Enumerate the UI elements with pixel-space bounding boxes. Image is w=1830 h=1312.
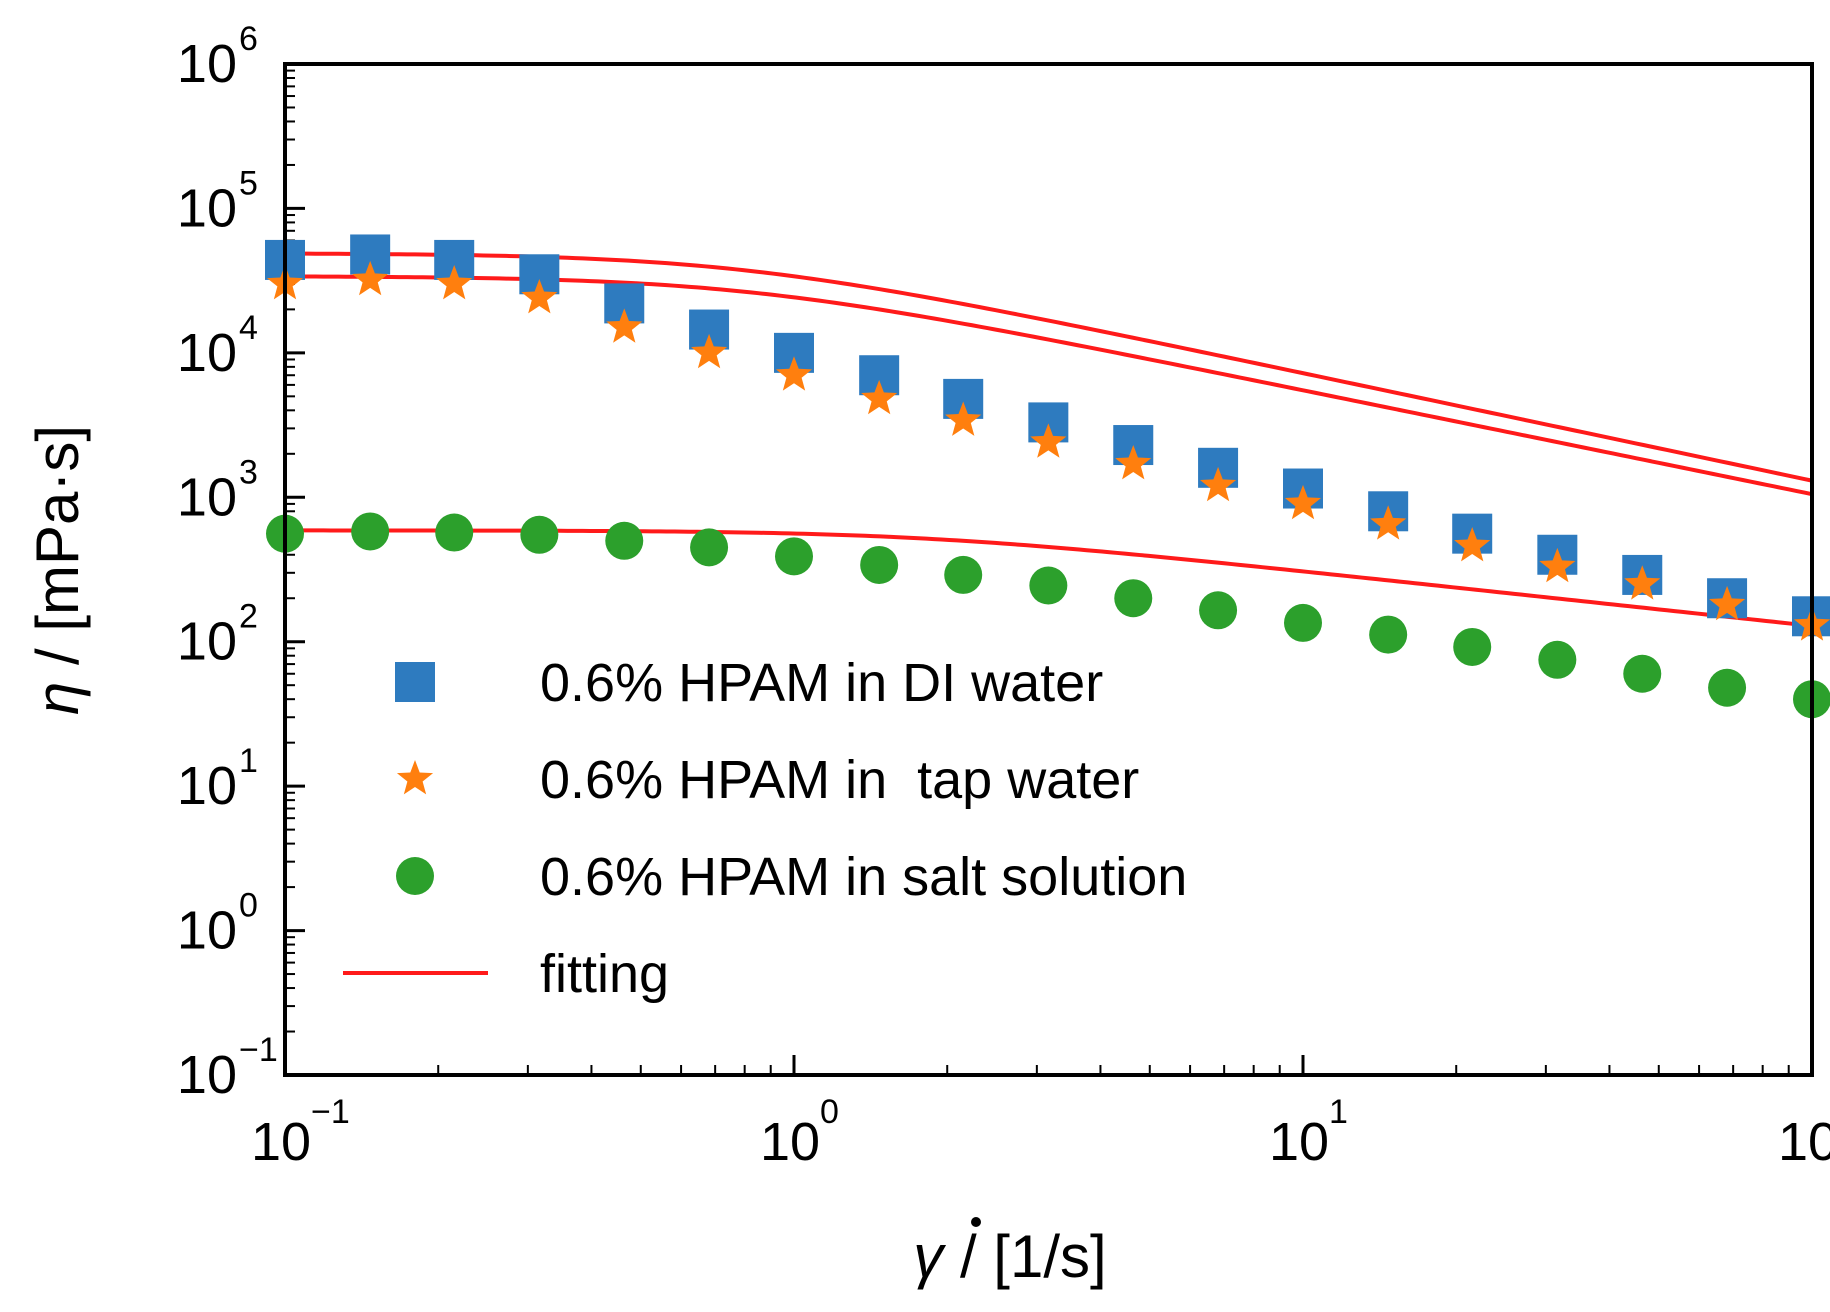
- y-axis-label: η / [mPa·s]: [24, 425, 91, 715]
- y-tick-label: 10: [177, 1045, 237, 1105]
- salt-solution-point: [1453, 627, 1492, 666]
- tap-water-point: [1454, 526, 1491, 562]
- tap-water-point: [1624, 565, 1661, 600]
- x-tick-exponent: 1: [1329, 1093, 1348, 1131]
- x-axis-label: γ / [1/s]: [913, 1223, 1106, 1290]
- salt-solution-point: [690, 528, 729, 567]
- y-tick-label: 10: [177, 756, 237, 816]
- y-tick-label: 10: [177, 901, 237, 961]
- y-tick-label: 10: [177, 178, 237, 238]
- x-tick-label: 10: [251, 1112, 311, 1172]
- salt-solution-point: [944, 555, 983, 594]
- salt-solution-point: [351, 512, 390, 551]
- plot-frame: [283, 62, 1814, 1077]
- x-axis-symbol-dot: [971, 1217, 981, 1227]
- tap-water-point: [1115, 445, 1152, 480]
- legend-marker-tap-water: [396, 760, 434, 795]
- salt-solution-point: [1029, 566, 1068, 605]
- tap-water-point: [606, 308, 643, 343]
- tap-water-point: [775, 356, 813, 391]
- tap-water-point: [1030, 423, 1067, 458]
- tap-water-point: [945, 401, 982, 436]
- legend-marker-di-water: [395, 662, 435, 702]
- legend-label: fitting: [540, 944, 669, 1004]
- salt-solution-point: [1369, 615, 1408, 654]
- y-tick-exponent: 4: [239, 309, 258, 347]
- salt-solution-point: [860, 545, 899, 584]
- tap-water-point: [1539, 547, 1576, 583]
- tap-water-point: [691, 333, 728, 369]
- salt-solution-point: [520, 515, 559, 554]
- legend: 0.6% HPAM in DI water 0.6% HPAM in tap wa…: [343, 653, 1187, 1004]
- tap-water-point: [1200, 466, 1237, 502]
- y-tick-exponent: 0: [239, 887, 258, 925]
- x-tick-label: 10: [1269, 1112, 1329, 1172]
- salt-solution-point: [1538, 640, 1577, 679]
- y-tick-label: 10: [177, 323, 237, 383]
- tap-water-point: [1709, 585, 1746, 621]
- tap-water-point: [521, 278, 558, 314]
- salt-solution-point: [1284, 603, 1322, 642]
- legend-label: 0.6% HPAM in DI water: [540, 653, 1103, 713]
- y-tick-exponent: 5: [239, 164, 258, 202]
- data-markers: [265, 234, 1830, 719]
- y-tick-exponent: 2: [239, 598, 258, 636]
- y-tick-exponent: −1: [239, 1031, 278, 1069]
- salt-solution-point: [1623, 654, 1662, 693]
- y-tick-label: 10: [177, 612, 237, 672]
- tap-water-point: [352, 260, 389, 296]
- tap-water-point: [1284, 484, 1322, 520]
- y-tick-exponent: 1: [239, 742, 258, 780]
- x-tick-exponent: 0: [820, 1093, 839, 1131]
- salt-solution-point: [435, 513, 474, 552]
- salt-solution-point: [1708, 668, 1747, 707]
- salt-solution-point: [605, 521, 644, 560]
- y-tick-label: 10: [177, 34, 237, 94]
- x-tick-exponent: −1: [311, 1093, 350, 1131]
- y-tick-exponent: 6: [239, 20, 258, 58]
- x-tick-label: 10: [760, 1112, 820, 1172]
- x-axis-unit: / [1/s]: [943, 1223, 1106, 1290]
- x-tick-label: 10: [1778, 1112, 1830, 1172]
- y-axis-unit: / [mPa·s]: [24, 425, 91, 682]
- salt-solution-point: [775, 537, 813, 576]
- tap-water-point: [1370, 505, 1407, 540]
- fitting-curve: [284, 274, 1813, 497]
- tap-water-point: [436, 264, 473, 300]
- salt-solution-point: [1114, 579, 1153, 618]
- x-axis-symbol: γ: [913, 1223, 946, 1290]
- y-tick-label: 10: [177, 467, 237, 527]
- legend-label: 0.6% HPAM in tap water: [540, 750, 1139, 810]
- y-tick-exponent: 3: [239, 453, 258, 491]
- y-axis-symbol: η: [24, 682, 91, 715]
- legend-label: 0.6% HPAM in salt solution: [540, 847, 1187, 907]
- salt-solution-point: [1199, 591, 1238, 630]
- legend-marker-salt-solution: [396, 857, 434, 895]
- tap-water-point: [861, 379, 898, 415]
